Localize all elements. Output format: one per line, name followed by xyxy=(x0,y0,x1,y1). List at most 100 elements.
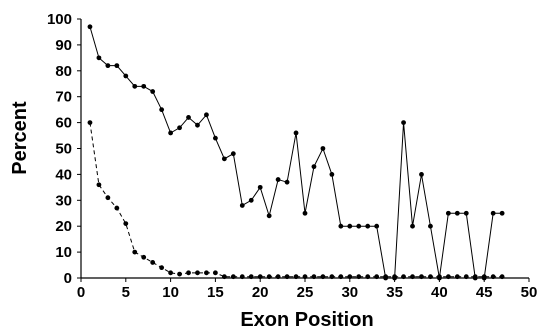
data-point-solid xyxy=(302,210,308,216)
data-point-solid xyxy=(401,120,406,125)
y-tick-label: 50 xyxy=(55,141,72,158)
y-tick-label: 70 xyxy=(55,89,72,106)
data-point-dashed xyxy=(123,221,129,227)
data-point-dashed xyxy=(239,274,245,280)
data-point-solid xyxy=(248,197,254,203)
data-point-dashed xyxy=(204,270,209,276)
data-point-dashed xyxy=(490,274,496,280)
data-point-solid xyxy=(463,210,469,216)
data-point-dashed xyxy=(266,274,272,280)
data-point-dashed xyxy=(365,274,371,280)
series-line-dashed xyxy=(89,122,503,278)
data-point-solid xyxy=(114,63,120,69)
data-point-solid xyxy=(195,122,200,128)
series-layer xyxy=(87,24,505,281)
data-point-dashed xyxy=(159,265,165,271)
data-point-solid xyxy=(177,125,182,131)
data-point-solid xyxy=(275,177,281,182)
data-point-dashed xyxy=(383,274,389,280)
y-tick-label: 10 xyxy=(55,244,72,261)
axes: 0 10 20 30 40 50 60 70 80 90 100 0 5 10 15 20 25 30 35 40 45… xyxy=(47,11,537,301)
data-point-dashed xyxy=(499,274,505,280)
data-point-dashed xyxy=(87,120,93,125)
data-point-dashed xyxy=(472,274,478,280)
data-point-solid xyxy=(499,210,505,216)
data-point-dashed xyxy=(347,274,353,280)
data-point-dashed xyxy=(177,271,182,277)
data-point-dashed xyxy=(284,274,290,280)
data-point-solid xyxy=(410,223,415,229)
data-point-dashed xyxy=(419,274,424,280)
data-point-solid xyxy=(338,223,344,229)
data-point-dashed xyxy=(410,274,415,280)
data-point-solid xyxy=(445,210,451,216)
data-point-dashed xyxy=(338,274,344,280)
data-point-dashed xyxy=(96,182,102,188)
x-tick-label: 0 xyxy=(77,284,85,301)
x-axis-title: Exon Position xyxy=(240,309,373,331)
x-tick-label: 45 xyxy=(476,284,493,301)
data-point-dashed xyxy=(374,274,380,280)
data-point-solid xyxy=(490,210,496,216)
data-point-dashed xyxy=(428,274,433,280)
data-point-solid xyxy=(150,89,156,94)
y-tick-label: 0 xyxy=(64,270,72,287)
data-point-dashed xyxy=(311,274,317,280)
data-point-dashed xyxy=(105,195,111,201)
data-point-solid xyxy=(428,223,433,229)
data-point-solid xyxy=(168,130,174,136)
data-point-dashed xyxy=(392,274,397,280)
data-point-solid xyxy=(105,63,111,69)
x-tick-label: 35 xyxy=(386,284,403,301)
data-point-solid xyxy=(320,146,326,151)
data-point-dashed xyxy=(437,274,442,280)
y-tick-label: 90 xyxy=(55,37,72,54)
x-tick-label: 15 xyxy=(207,284,224,301)
y-tick-label: 40 xyxy=(55,166,72,183)
x-tick-label: 5 xyxy=(122,284,130,301)
data-point-dashed xyxy=(454,274,460,280)
data-point-solid xyxy=(213,135,218,141)
data-point-dashed xyxy=(213,270,218,276)
data-point-solid xyxy=(186,115,191,120)
data-point-dashed xyxy=(186,270,191,276)
y-tick-label: 20 xyxy=(55,218,72,235)
data-point-solid xyxy=(311,164,317,170)
data-point-solid xyxy=(284,179,290,185)
data-point-dashed xyxy=(195,270,200,276)
x-tick-label: 50 xyxy=(521,284,538,301)
data-point-dashed xyxy=(221,274,227,280)
data-point-solid xyxy=(419,172,424,177)
data-point-dashed xyxy=(320,274,326,280)
y-tick-label: 100 xyxy=(47,11,72,28)
data-point-dashed xyxy=(481,274,487,280)
data-point-solid xyxy=(159,107,165,113)
data-point-solid xyxy=(239,203,245,208)
y-axis-title: Percent xyxy=(9,101,31,175)
data-point-dashed xyxy=(445,274,451,280)
data-point-dashed xyxy=(463,274,469,280)
data-point-solid xyxy=(347,223,353,229)
x-tick-label: 40 xyxy=(431,284,448,301)
data-point-solid xyxy=(257,184,263,190)
data-point-dashed xyxy=(275,274,281,280)
data-point-dashed xyxy=(150,260,156,265)
data-point-solid xyxy=(374,223,380,229)
x-tick-label: 30 xyxy=(341,284,358,301)
y-tick-label: 80 xyxy=(55,63,72,80)
data-point-solid xyxy=(87,24,93,30)
data-point-solid xyxy=(266,213,272,219)
data-point-dashed xyxy=(401,274,406,280)
data-point-solid xyxy=(221,156,227,162)
data-point-solid xyxy=(356,223,362,229)
data-point-dashed xyxy=(293,274,299,280)
data-point-solid xyxy=(365,223,371,229)
data-point-dashed xyxy=(114,205,120,211)
data-point-solid xyxy=(96,55,102,61)
data-point-solid xyxy=(141,83,147,89)
data-point-dashed xyxy=(329,274,335,280)
data-point-solid xyxy=(329,172,335,177)
data-point-dashed xyxy=(141,254,147,260)
y-tick-label: 60 xyxy=(55,115,72,132)
